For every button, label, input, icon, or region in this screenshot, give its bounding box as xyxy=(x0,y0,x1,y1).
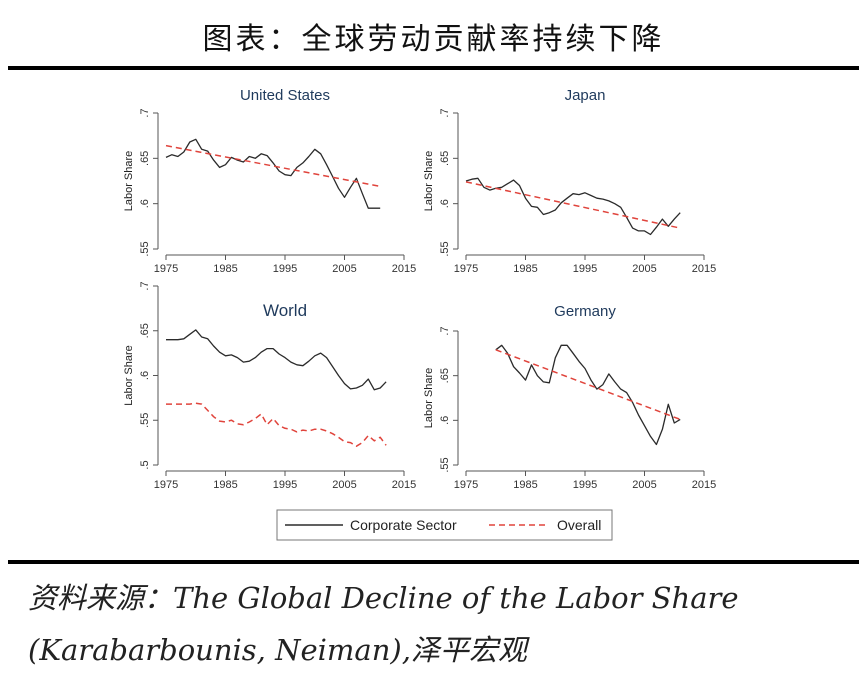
y-tick-label-japan-.7: .7 xyxy=(439,108,451,117)
y-tick-label-world-.55: .55 xyxy=(139,413,151,428)
x-tick-label-united-states-2015: 2015 xyxy=(392,263,416,275)
x-tick-label-japan-2005: 2005 xyxy=(632,263,656,275)
x-tick-label-germany-2015: 2015 xyxy=(692,479,716,491)
y-tick-label-germany-.6: .6 xyxy=(439,416,451,425)
x-tick-label-japan-1985: 1985 xyxy=(513,263,537,275)
legend-overall-label: Overall xyxy=(557,517,601,533)
x-tick-label-united-states-1975: 1975 xyxy=(154,263,178,275)
y-tick-label-japan-.55: .55 xyxy=(439,241,451,256)
y-axis-label-germany: Labor Share xyxy=(423,368,435,429)
chart-legend: Corporate Sector Overall xyxy=(276,509,613,541)
x-tick-label-united-states-1985: 1985 xyxy=(213,263,237,275)
x-tick-label-germany-1995: 1995 xyxy=(573,479,597,491)
x-tick-label-germany-1975: 1975 xyxy=(454,479,478,491)
panel-germany: Germany 1975 1985 1995 2005 2015 .55 .6 .65 .7 Lab… xyxy=(423,303,716,491)
panel-world: World 1975 1985 1995 2005 2015 .5 .55 .6 .65 .7 Lab… xyxy=(123,281,416,491)
y-tick-label-germany-.7: .7 xyxy=(439,326,451,335)
y-tick-label-world-.7: .7 xyxy=(139,281,151,290)
y-axis-label-world: Labor Share xyxy=(123,345,135,406)
series-overall-japan xyxy=(465,181,681,229)
x-tick-label-japan-1995: 1995 xyxy=(573,263,597,275)
series-overall-germany xyxy=(495,349,681,421)
panel-title-united-states: United States xyxy=(240,87,330,104)
y-tick-label-world-.6: .6 xyxy=(139,371,151,380)
series-corporate-sector-world xyxy=(166,329,387,391)
y-tick-label-germany-.55: .55 xyxy=(439,457,451,472)
y-tick-label-world-.65: .65 xyxy=(139,323,151,338)
y-axis-label-united-states: Labor Share xyxy=(123,151,135,212)
x-tick-label-world-2005: 2005 xyxy=(332,479,356,491)
y-tick-label-germany-.65: .65 xyxy=(439,368,451,383)
source-line-2: (Karabarbounis, Neiman),泽平宏观 xyxy=(28,633,527,667)
y-tick-label-united-states-.6: .6 xyxy=(139,199,151,208)
panel-title-germany: Germany xyxy=(554,303,616,320)
y-axis-label-japan: Labor Share xyxy=(423,151,435,212)
y-tick-label-united-states-.55: .55 xyxy=(139,241,151,256)
x-tick-label-germany-2005: 2005 xyxy=(632,479,656,491)
panel-title-japan: Japan xyxy=(565,87,606,104)
panel-japan: Japan 1975 1985 1995 2005 2015 .55 .6 .65 .7 Labor… xyxy=(423,87,716,275)
legend-box xyxy=(276,509,613,541)
top-rule xyxy=(8,66,859,70)
y-tick-label-united-states-.7: .7 xyxy=(139,108,151,117)
y-tick-label-world-.5: .5 xyxy=(139,460,151,469)
source-note: 资料来源：The Global Decline of the Labor Sha… xyxy=(28,572,858,676)
series-overall-united-states xyxy=(165,144,381,188)
legend-corporate-label: Corporate Sector xyxy=(350,517,457,533)
y-tick-label-japan-.65: .65 xyxy=(439,151,451,166)
series-corporate-sector-germany xyxy=(495,344,681,446)
x-tick-label-japan-2015: 2015 xyxy=(692,263,716,275)
x-tick-label-japan-1975: 1975 xyxy=(454,263,478,275)
labor-share-figure: United States 1975 1985 1995 2005 2015 .55 .6 .6… xyxy=(123,87,716,541)
page-title: 图表：全球劳动贡献率持续下降 xyxy=(202,22,665,57)
panel-title-world: World xyxy=(263,301,307,320)
x-tick-label-world-2015: 2015 xyxy=(392,479,416,491)
x-tick-label-world-1985: 1985 xyxy=(213,479,237,491)
x-tick-label-world-1975: 1975 xyxy=(154,479,178,491)
x-tick-label-germany-1985: 1985 xyxy=(513,479,537,491)
series-corporate-sector-japan xyxy=(465,177,681,236)
x-tick-label-united-states-1995: 1995 xyxy=(273,263,297,275)
chart-panels: United States 1975 1985 1995 2005 2015 .55 .6 .6… xyxy=(123,87,716,491)
x-tick-label-united-states-2005: 2005 xyxy=(332,263,356,275)
source-line-1: 资料来源：The Global Decline of the Labor Sha… xyxy=(28,581,739,615)
series-corporate-sector-united-states xyxy=(165,138,381,209)
y-tick-label-united-states-.65: .65 xyxy=(139,151,151,166)
series-overall-world xyxy=(166,402,387,447)
x-tick-label-world-1995: 1995 xyxy=(273,479,297,491)
bottom-rule xyxy=(8,560,859,564)
y-tick-label-japan-.6: .6 xyxy=(439,199,451,208)
panel-united-states: United States 1975 1985 1995 2005 2015 .55 .6 .6… xyxy=(123,87,416,275)
